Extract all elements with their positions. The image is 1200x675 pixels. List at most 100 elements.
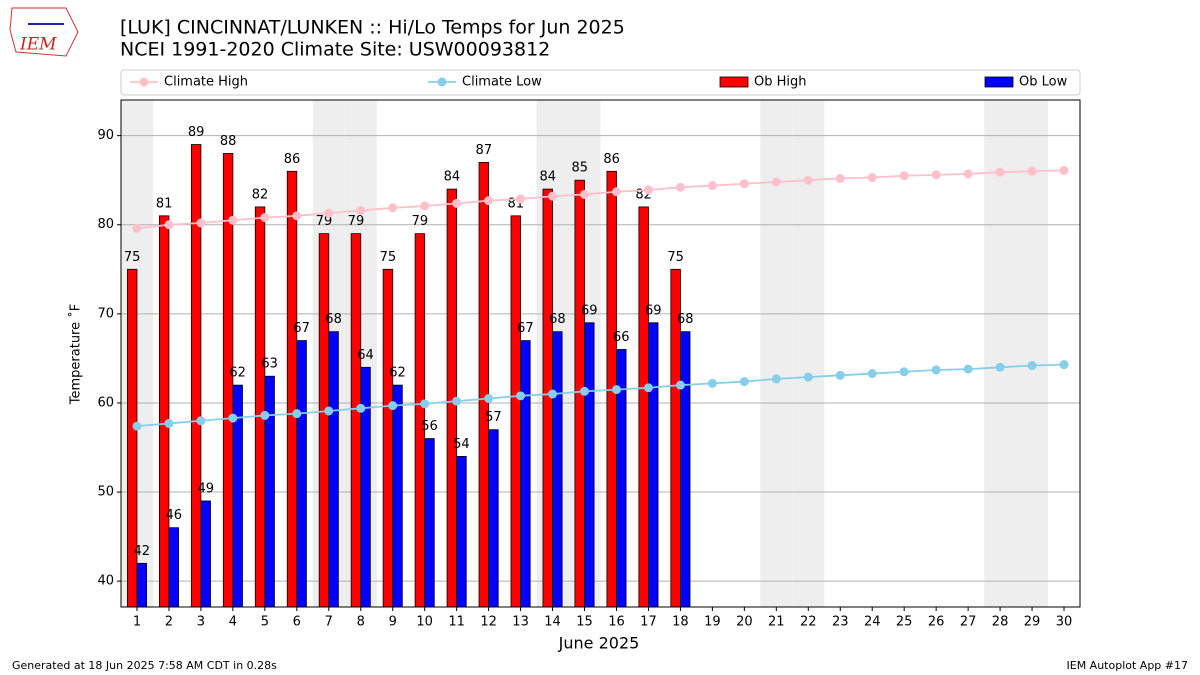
line-marker <box>196 416 206 426</box>
bar <box>136 562 147 608</box>
line-marker <box>1027 361 1037 371</box>
line-marker <box>675 380 685 390</box>
line-marker <box>835 370 845 380</box>
legend-item: Ob Low <box>984 75 1068 90</box>
plot-frame <box>120 99 1081 608</box>
line-marker <box>707 378 717 388</box>
data-label: 68 <box>325 312 342 327</box>
line-marker <box>771 177 781 187</box>
bar <box>638 206 649 608</box>
data-label: 49 <box>197 481 214 496</box>
line-marker <box>611 187 621 197</box>
x-tick-label: 8 <box>357 615 365 630</box>
bar <box>254 206 266 608</box>
line-marker <box>867 173 877 183</box>
line-marker <box>963 169 973 179</box>
line-marker <box>484 196 494 206</box>
line-marker <box>420 399 430 409</box>
x-tick-label: 5 <box>261 615 269 630</box>
bar <box>318 233 330 608</box>
data-label: 75 <box>124 250 141 265</box>
data-label: 79 <box>316 214 333 229</box>
legend-box <box>120 69 1081 96</box>
line-marker <box>931 365 941 375</box>
bar <box>520 340 531 608</box>
bar <box>158 215 170 608</box>
data-label: 81 <box>156 196 173 211</box>
x-tick-label: 16 <box>608 615 625 630</box>
data-label: 84 <box>539 170 556 185</box>
x-tick-label: 24 <box>864 615 881 630</box>
line-marker <box>580 189 590 199</box>
line-marker <box>164 220 174 230</box>
x-tick-label: 20 <box>736 615 753 630</box>
x-tick-label: 22 <box>800 615 817 630</box>
line-marker <box>324 406 334 416</box>
legend-label: Climate Low <box>462 75 542 90</box>
line-marker <box>292 211 302 221</box>
line-marker <box>963 364 973 374</box>
line-marker <box>771 374 781 384</box>
line-marker <box>899 171 909 181</box>
legend-swatch <box>719 76 749 88</box>
footer: IEM Autoplot App #17 <box>1067 659 1189 672</box>
bar <box>648 322 659 608</box>
bar <box>424 438 435 608</box>
x-tick-label: 26 <box>928 615 945 630</box>
bar <box>478 161 490 608</box>
x-tick-label: 3 <box>197 615 205 630</box>
bar <box>286 170 298 608</box>
x-tick-label: 21 <box>768 615 785 630</box>
bar <box>392 384 403 608</box>
footer: Generated at 18 Jun 2025 7:58 AM CDT in … <box>12 659 277 672</box>
x-tick-label: 29 <box>1024 615 1041 630</box>
x-tick-label: 23 <box>832 615 849 630</box>
x-tick-label: 15 <box>576 615 593 630</box>
x-tick-label: 9 <box>389 615 397 630</box>
x-tick-label: 28 <box>992 615 1009 630</box>
line-marker <box>452 198 462 208</box>
line-marker <box>260 410 270 420</box>
x-tick-label: 11 <box>448 615 465 630</box>
legend-item: Climate High <box>130 75 248 90</box>
line-marker <box>228 215 238 225</box>
x-tick-label: 19 <box>704 615 721 630</box>
data-label: 66 <box>613 330 630 345</box>
y-tick-label: 60 <box>97 395 114 410</box>
bar <box>456 456 467 608</box>
x-tick-label: 18 <box>672 615 689 630</box>
x-tick-label: 25 <box>896 615 913 630</box>
data-label: 62 <box>229 366 246 381</box>
weekend-shade <box>984 100 1017 607</box>
logo: IEM <box>9 7 79 57</box>
x-tick-label: 10 <box>416 615 433 630</box>
line <box>136 169 1065 230</box>
x-tick-label: 2 <box>165 615 173 630</box>
logo-outline <box>9 7 79 57</box>
data-label: 86 <box>284 152 301 167</box>
weekend-shade <box>1016 100 1049 607</box>
bar <box>552 331 563 608</box>
y-tick-label: 80 <box>97 217 114 232</box>
bar <box>488 429 499 608</box>
line-marker <box>995 167 1005 177</box>
chart-title: [LUK] CINCINNAT/LUNKEN :: Hi/Lo Temps fo… <box>120 17 625 39</box>
line-marker <box>548 191 558 201</box>
bar <box>296 340 307 608</box>
bar <box>350 233 362 608</box>
line-marker <box>356 205 366 215</box>
line-marker <box>803 175 813 185</box>
y-tick-label: 50 <box>97 485 114 500</box>
line-marker <box>675 182 685 192</box>
line-marker <box>899 367 909 377</box>
line-marker <box>643 185 653 195</box>
data-label: 88 <box>220 134 237 149</box>
data-label: 62 <box>389 366 406 381</box>
bar <box>168 527 179 608</box>
x-tick-label: 6 <box>293 615 301 630</box>
line-marker <box>835 173 845 183</box>
data-label: 64 <box>357 348 374 363</box>
line-marker <box>228 413 238 423</box>
bar <box>360 366 371 608</box>
